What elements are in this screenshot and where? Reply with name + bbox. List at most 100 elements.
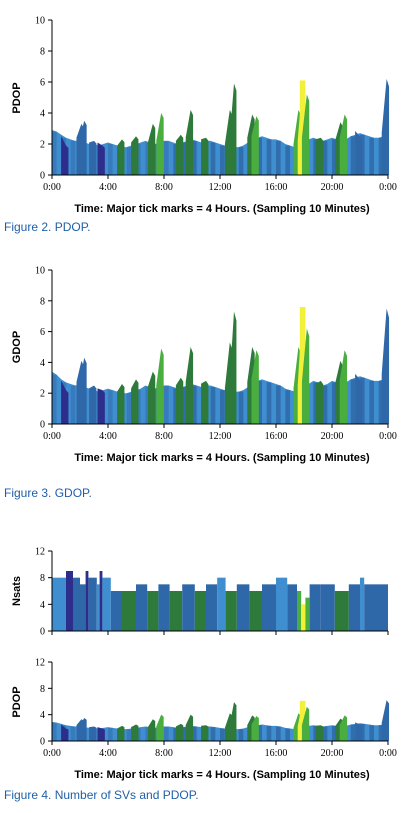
baseline-strip [378,725,384,741]
y-tick-label: 0 [40,420,45,431]
baseline-strip [257,380,262,424]
bar [96,584,100,631]
baseline-strip [108,390,113,424]
bar [206,584,218,631]
spike [79,717,87,741]
baseline-strip [285,728,290,741]
y-tick-label: 12 [35,658,45,669]
baseline-strip [238,147,244,175]
y-tick-label: 6 [40,327,45,338]
x-tick-label: 0:00 [379,748,397,759]
y-tick-label: 12 [35,547,45,558]
baseline-strip [145,727,150,741]
baseline-strip [192,140,197,175]
baseline-strip [126,147,132,175]
baseline-strip [369,725,374,741]
x-axis-label: Time: Major tick marks = 4 Hours. (Sampl… [74,203,370,215]
baseline-strip [126,393,132,424]
y-tick-label: 4 [40,109,45,120]
spike [156,714,164,741]
y-tick-label: 4 [40,358,45,369]
spike [201,137,209,175]
spike [97,388,105,424]
bar [301,604,306,631]
baseline-strip [313,139,318,175]
x-tick-label: 0:00 [379,182,397,193]
baseline-strip [173,727,178,741]
x-tick-label: 4:00 [99,182,117,193]
spike [355,131,363,175]
y-tick-label: 0 [40,627,45,638]
spike [89,140,97,175]
baseline-strip [52,131,57,175]
spike [201,725,209,741]
spike [97,727,105,741]
bar [85,571,89,631]
baseline-strip [70,140,76,175]
baseline-strip [220,728,225,741]
spike [147,719,156,741]
baseline-strip [276,726,281,741]
spike [229,702,237,741]
baseline-strip [266,139,272,175]
bar [88,577,97,631]
baseline-strip [52,722,57,741]
baseline-strip [322,726,328,741]
spike [381,308,390,424]
baseline-strip [257,137,262,175]
baseline-strip [378,380,384,424]
gdop-chart: 0 2 4 6 8 10 0:00 4:00 8:00 12:00 16:00 20:00 0:00 G… [11,266,397,465]
baseline-strip [285,145,290,175]
baseline-strip [350,724,356,741]
baseline-strip [182,142,188,175]
spike [355,373,363,424]
bar [348,584,360,631]
spike [381,78,390,175]
x-tick-label: 20:00 [321,431,344,442]
pdop-chart: 0 2 4 6 8 10 0:00 4:00 8:00 12:00 16:00 20:00 0:00 P… [11,16,397,216]
baseline-strip [192,726,197,741]
baseline-strip [369,137,374,175]
baseline-strip [145,387,150,424]
bar [73,577,80,631]
y-tick-label: 8 [40,684,45,695]
spike [147,371,156,424]
figure-4: 0 4 8 12 Nsats 0 4 8 12 0:00 4:00 8:00 12:00 16:00 2… [0,540,412,785]
spike [147,123,156,175]
spike [175,134,184,175]
baseline-strip [266,382,272,424]
baseline-strip [332,139,337,175]
x-tick-label: 4:00 [99,431,117,442]
baseline-strip [369,380,374,424]
baseline-strip [52,374,57,424]
spike [339,114,348,175]
spike [185,109,194,175]
spike [185,714,194,741]
baseline-strip [266,725,272,741]
plot-area-pdop: 0 4 8 12 0:00 4:00 8:00 12:00 16:00 20:00 0:00 [35,658,397,760]
spike [301,94,310,175]
baseline-strip [108,727,113,741]
y-tick-label: 8 [40,296,45,307]
baseline-strip [173,388,178,424]
spike [315,137,324,175]
figure-2: 0 2 4 6 8 10 0:00 4:00 8:00 12:00 16:00 20:00 0:00 P… [0,0,412,222]
figure-3: 0 2 4 6 8 10 0:00 4:00 8:00 12:00 16:00 20:00 0:00 G… [0,258,412,468]
x-tick-label: 20:00 [321,748,344,759]
spike [131,136,139,175]
bar [249,591,262,631]
bar [182,584,195,631]
baseline-strip [145,142,150,175]
spike [251,350,259,424]
spike [229,311,237,424]
spike [117,383,125,424]
bar [217,577,226,631]
spike [97,142,105,175]
baseline-strip [220,390,225,424]
baseline-strip [210,387,216,424]
baseline-strip [332,725,337,741]
plot-area-nsats: 0 4 8 12 [35,547,389,638]
spike [299,700,306,741]
bar [364,584,388,631]
bar [136,584,148,631]
